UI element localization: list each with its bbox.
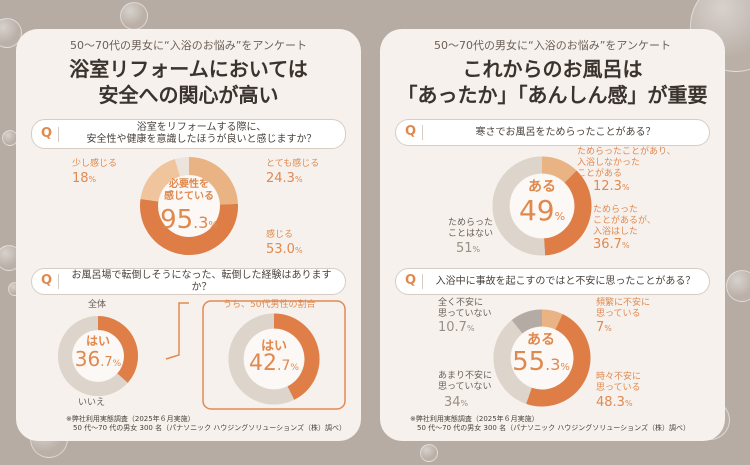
cold-slice-value-2: 36.7% <box>593 237 630 252</box>
connector-line <box>178 302 189 315</box>
fall-all-center-value: 36.7% <box>74 347 122 371</box>
safety-slice-1 <box>140 198 238 255</box>
survey-note-line1: ※弊社利用実態調査（2025年６月実施） <box>66 415 195 423</box>
fall-male50-center-value: 42.7% <box>249 351 299 376</box>
bubble-decoration <box>120 2 148 30</box>
fall-male50-donut <box>228 313 320 405</box>
safety-slice-2 <box>140 159 181 203</box>
cold-slice-value-3: 51% <box>456 241 481 256</box>
anxiety-donut <box>493 309 591 407</box>
cold-slice-2 <box>492 156 546 256</box>
cold-center-label: ある <box>528 179 556 195</box>
cold-slice-1 <box>543 170 592 256</box>
anx-slice-label-4: 全く不安に 思っていない <box>438 298 492 319</box>
left-survey-subtitle: 50～70代の男女に“入浴のお悩み”をアンケート <box>70 39 307 52</box>
right-donut-charts <box>492 156 592 407</box>
fall_male50-slice-1 <box>228 313 295 405</box>
safety-slice-0 <box>188 157 238 206</box>
anx-slice-value-3: 34% <box>444 395 469 410</box>
fall-all-center-label: はい <box>85 334 110 348</box>
left-donut-charts <box>58 157 346 410</box>
fall_all-slice-1 <box>58 316 128 396</box>
right-question-1: Q 寒さでお風呂をためらったことがある？ <box>395 119 710 146</box>
slice-label-totemo: とても感じる <box>266 159 320 169</box>
slice-label-sukoshi: 少し感じる <box>72 159 118 169</box>
cold-donut <box>492 156 592 256</box>
slice-label-kanjiru: 感じる <box>266 230 294 240</box>
q1-text-line2: 安全性や健康を意識したほうが良いと感じますか？ <box>86 134 317 145</box>
cold-center-value: 49% <box>518 194 566 227</box>
anx-slice-label-1: 頻繁に不安に 思っている <box>596 298 651 319</box>
q1-text-line1: 浴室をリフォームする際に、 <box>136 122 267 133</box>
fall_male50-donut-hole <box>244 329 304 389</box>
right-survey-subtitle: 50～70代の男女に“入浴のお悩み”をアンケート <box>434 39 671 52</box>
label-iie: いいえ <box>78 398 106 408</box>
left-question-2: Q お風呂場で転倒しそうになった、転倒した経験はありますか？ <box>31 268 346 295</box>
left-headline-line1: 浴室リフォームにおいては <box>69 57 308 81</box>
anx-slice-label-2: 時々不安に 思っている <box>596 372 642 393</box>
survey-note-line2: 50 代～70 代の男女 300 名（パナソニック ハウジングソリューションズ（… <box>410 424 691 432</box>
anxiety-slice-0 <box>541 309 563 330</box>
anx-center-value: 55.3% <box>512 347 570 377</box>
right-headline-line2: 「あったか」「あんしん感」が重要 <box>397 83 708 107</box>
bubble-decoration <box>420 444 438 462</box>
anxiety-slice-3 <box>511 309 543 334</box>
cold-slice-label-1: ためらったことがあり、 入浴しなかった ことがある <box>577 147 676 179</box>
slice-value-sukoshi: 18% <box>72 171 97 186</box>
survey-note-line1: ※弊社利用実態調査（2025年６月実施） <box>410 415 539 423</box>
anx-slice-label-3: あまり不安に 思っていない <box>438 371 493 392</box>
q-mark: Q <box>41 273 53 288</box>
left-question-1: Q 浴室をリフォームする際に、 安全性や健康を意識したほうが良いと感じますか？ <box>31 119 346 149</box>
fall-all-donut <box>58 316 138 396</box>
survey-note-line2: 50 代～70 代の男女 300 名（パナソニック ハウジングソリューションズ（… <box>66 424 347 432</box>
anxiety-slice-1 <box>526 314 591 407</box>
right-headline-line1: これからのお風呂は <box>462 57 643 81</box>
anx-slice-value-4: 10.7% <box>438 320 475 335</box>
male50-highlight-frame <box>202 300 346 410</box>
safety-center-caption: 必要性を 感じている <box>164 179 214 202</box>
safety-donut <box>140 157 238 255</box>
label-male50: うち、50代男性の割合 <box>223 300 316 310</box>
safety-donut-hole <box>158 175 220 237</box>
safety-center-value: 95.3% <box>160 205 218 235</box>
fall_male50-slice-0 <box>273 313 320 400</box>
left-infographic-panel: 50～70代の男女に“入浴のお悩み”をアンケート 浴室リフォームにおいては 安全… <box>16 29 361 441</box>
slice-value-kanjiru: 53.0% <box>266 242 303 257</box>
cold-slice-value-1: 12.3% <box>593 179 630 194</box>
label-all: 全体 <box>88 300 107 310</box>
cold-slice-0 <box>541 156 577 184</box>
right-infographic-panel: 50～70代の男女に“入浴のお悩み”をアンケート これからのお風呂は 「あったか… <box>380 29 725 441</box>
rq2-text: 入浴中に事故を起こすのではと不安に思ったことがある？ <box>435 275 696 287</box>
q-mark: Q <box>405 124 417 139</box>
anx-slice-value-2: 48.3% <box>596 395 633 410</box>
fall_all-donut-hole <box>72 330 124 382</box>
connector-line <box>165 315 180 360</box>
q-mark: Q <box>405 273 417 288</box>
cold-donut-hole <box>510 174 574 238</box>
q2-text: お風呂場で転倒しそうになった、転倒した経験はありますか？ <box>71 269 332 293</box>
fall-male50-center-label: はい <box>260 339 287 354</box>
anx-slice-value-1: 7% <box>596 320 612 335</box>
fall_all-slice-0 <box>97 316 138 383</box>
cold-slice-label-2: ためらった ことがあるが、 入浴はした <box>593 205 656 237</box>
bubble-decoration <box>726 270 750 302</box>
slice-value-totemo: 24.3% <box>266 171 303 186</box>
anxiety-slice-2 <box>493 320 533 404</box>
cold-slice-label-3: ためらった ことはない <box>448 218 494 239</box>
anxiety-donut-hole <box>511 327 573 389</box>
rq1-text: 寒さでお風呂をためらったことがある？ <box>475 126 656 138</box>
q-mark: Q <box>41 126 53 141</box>
anx-center-label: ある <box>527 332 555 348</box>
left-headline-line2: 安全への関心が高い <box>98 83 279 107</box>
right-question-2: Q 入浴中に事故を起こすのではと不安に思ったことがある？ <box>395 268 710 295</box>
